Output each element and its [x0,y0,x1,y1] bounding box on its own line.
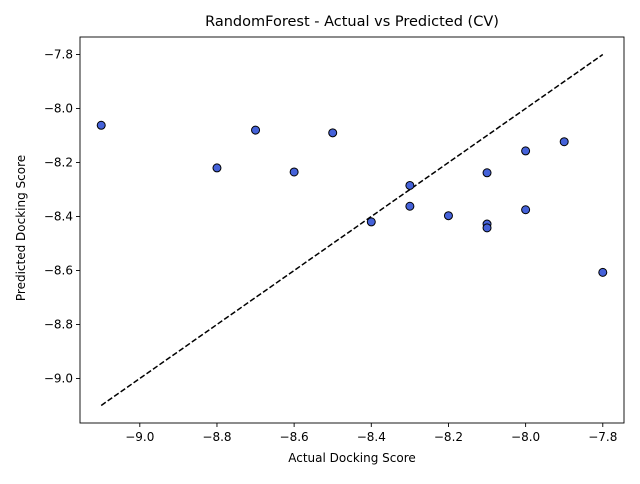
x-tick-label: −8.4 [357,430,386,444]
x-axis-label: Actual Docking Score [288,451,416,465]
x-tick-label: −8.2 [434,430,463,444]
x-tick-label: −8.8 [202,430,231,444]
x-tick-label: −8.0 [511,430,540,444]
data-point [212,163,222,173]
data-point [251,125,261,135]
identity-reference-line [100,53,604,407]
data-point [482,223,492,233]
y-tick-label: −8.8 [44,317,73,331]
x-tick-label: −7.8 [588,430,617,444]
data-point [482,168,492,178]
data-point [521,146,531,156]
data-point [405,180,415,190]
data-point [366,217,376,227]
y-tick-label: −8.0 [44,102,73,116]
x-tick-label: −9.0 [125,430,154,444]
x-tick-label: −8.6 [280,430,309,444]
data-point [328,128,338,138]
data-point [521,205,531,215]
data-point [96,120,106,130]
data-point [559,137,569,147]
y-tick-label: −8.6 [44,263,73,277]
y-axis-label: Predicted Docking Score [14,155,28,301]
y-tick-label: −7.8 [44,48,73,62]
y-tick-label: −8.2 [44,156,73,170]
data-point [443,211,453,221]
plot-area: −9.0 −8.8 −8.6 −8.4 −8.2 −8.0 −7.8 −9.0 −8.8 −8.6… [44,36,625,444]
y-tick-label: −9.0 [44,371,73,385]
data-point [289,167,299,177]
data-point [598,267,608,277]
chart-title: RandomForest - Actual vs Predicted (CV) [205,14,499,30]
y-tick-label: −8.4 [44,210,73,224]
data-point [405,201,415,211]
axes-frame [79,36,625,424]
